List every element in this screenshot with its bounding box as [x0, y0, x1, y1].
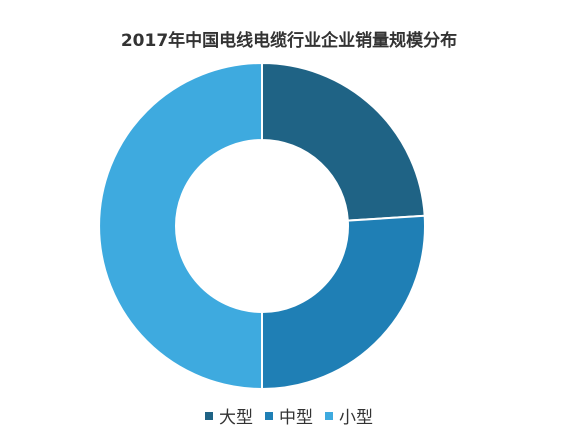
legend-label: 大型: [219, 408, 253, 428]
chart-legend: 大型 中型 小型: [0, 403, 578, 428]
donut-slice-3: [98, 61, 263, 391]
legend-item-3: 小型: [325, 403, 373, 428]
chart-title: 2017年中国电线电缆行业企业销量规模分布: [120, 31, 458, 51]
legend-swatch: [325, 411, 333, 420]
donut-slice-2: [261, 214, 426, 391]
legend-label: 中型: [279, 408, 313, 428]
donut-chart: [98, 61, 426, 391]
legend-swatch: [265, 411, 273, 420]
legend-item-1: 大型: [205, 403, 253, 428]
donut-slice-1: [261, 61, 426, 222]
legend-label: 小型: [339, 408, 373, 428]
legend-item-2: 中型: [265, 403, 313, 428]
legend-swatch: [205, 411, 213, 420]
